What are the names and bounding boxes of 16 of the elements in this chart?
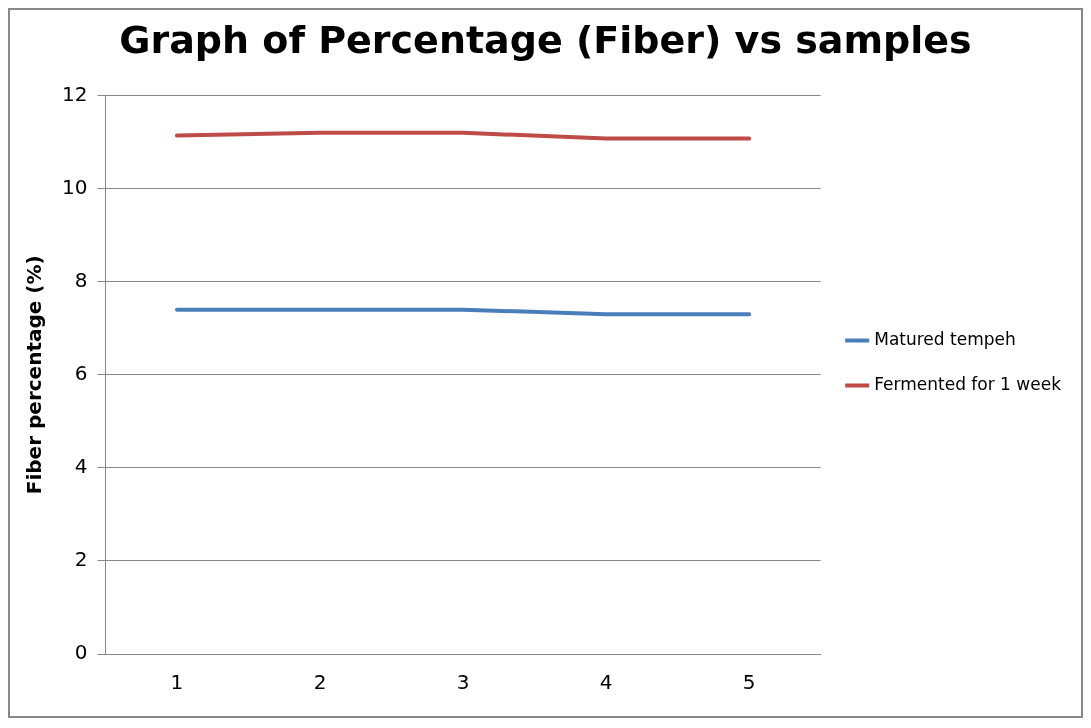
- y-tick-label: 12: [62, 81, 88, 106]
- x-tick-label: 4: [599, 670, 613, 695]
- y-tick-label: 2: [74, 547, 88, 572]
- y-tick-label: 6: [74, 361, 88, 385]
- y-axis-title: Fiber percentage (%): [22, 255, 47, 495]
- y-tick-label: 0: [74, 640, 88, 665]
- y-tick-label: 4: [74, 454, 88, 479]
- y-tick-label: 10: [62, 174, 88, 199]
- x-tick-label: 1: [170, 670, 184, 695]
- legend-label: Matured tempeh: [874, 328, 1016, 349]
- x-tick-label: 3: [456, 670, 470, 695]
- x-tick-label: 5: [742, 670, 756, 695]
- x-tick-label: 2: [313, 670, 327, 695]
- y-tick-label: 8: [74, 267, 88, 292]
- legend-label: Fermented for 1 week: [874, 373, 1062, 394]
- chart-title: Graph of Percentage (Fiber) vs samples: [119, 17, 972, 62]
